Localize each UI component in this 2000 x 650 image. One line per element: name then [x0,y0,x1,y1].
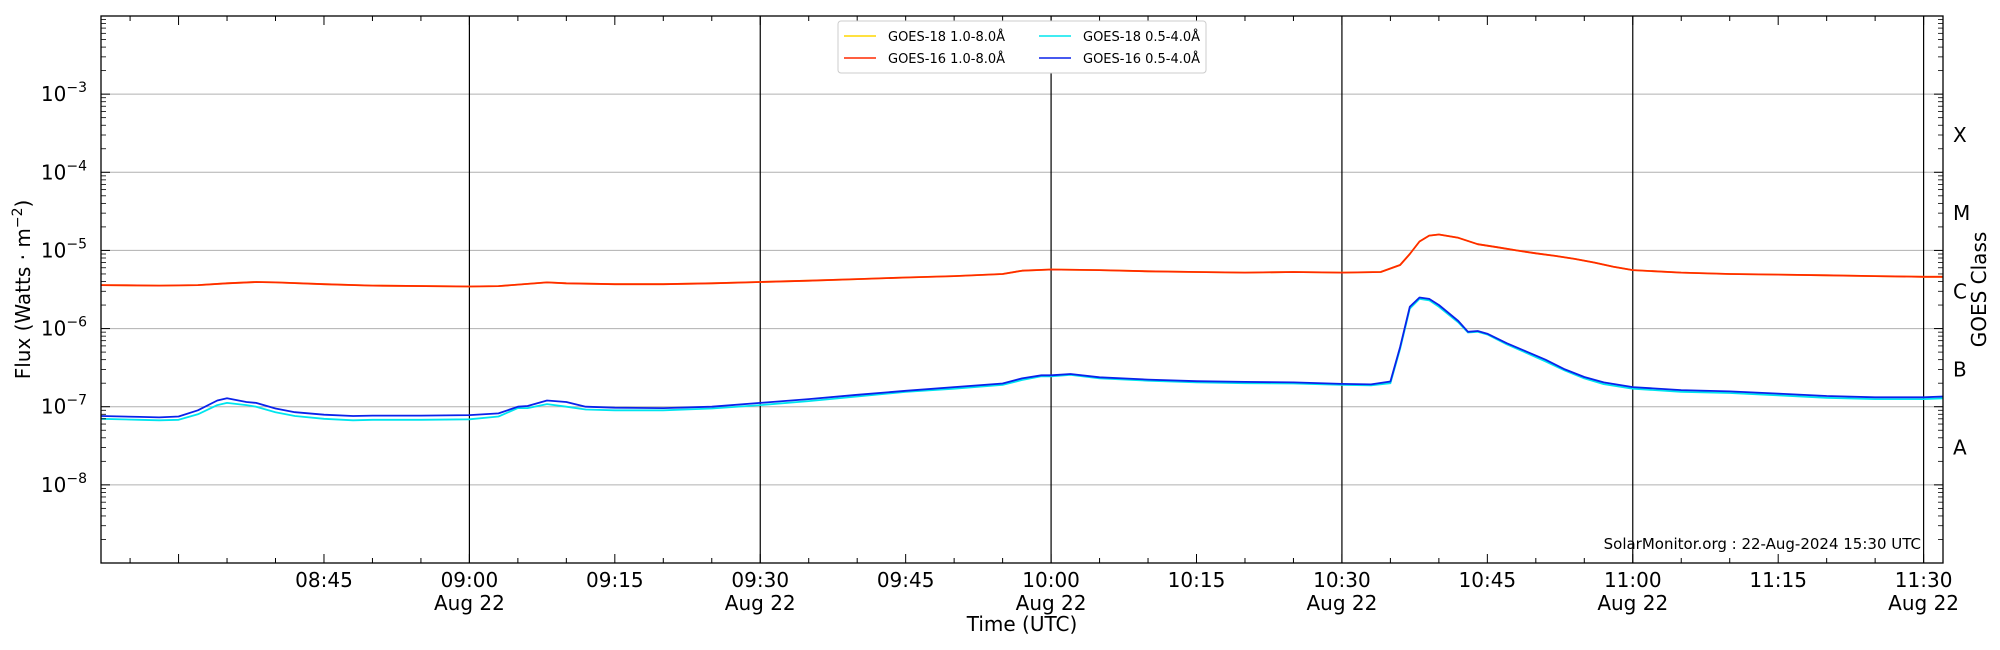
x-tick-label: 10:30 [1313,568,1371,592]
goes-class-label: X [1953,123,1967,147]
legend-label: GOES-18 0.5-4.0Å [1083,29,1200,45]
y-tick-label: 10−5 [41,236,87,262]
x-tick-date-label: Aug 22 [725,591,796,615]
x-tick-date-label: Aug 22 [434,591,505,615]
goes-class-axis-label: GOES Class [1967,232,1991,348]
x-tick-date-label: Aug 22 [1888,591,1959,615]
x-tick-label: 09:45 [877,568,935,592]
legend-label: GOES-16 0.5-4.0Å [1083,51,1200,67]
x-tick-label: 10:15 [1168,568,1226,592]
x-tick-label: 09:15 [586,568,644,592]
legend-label: GOES-16 1.0-8.0Å [888,51,1005,67]
series-line-3 [100,297,1944,422]
series-line-2 [100,233,1943,288]
credit-text: SolarMonitor.org : 22-Aug-2024 15:30 UTC [1604,535,1921,553]
y-tick-label: 10−6 [41,315,87,341]
x-tick-label: 10:45 [1459,568,1517,592]
goes-class-label: B [1953,357,1967,381]
x-tick-label: 09:30 [731,568,789,592]
y-tick-label: 10−7 [41,393,87,419]
x-tick-label: 08:45 [295,568,353,592]
x-tick-label: 09:00 [441,568,499,592]
vertical-lines [468,16,1925,563]
legend-box [837,20,1207,74]
x-tick-date-label: Aug 22 [1597,591,1668,615]
y-tick-label: 10−3 [41,80,87,106]
x-tick-date-label: Aug 22 [1016,591,1087,615]
goes-class-label: C [1953,279,1967,303]
goes-class-label: M [1953,201,1970,225]
series-layer [100,233,1944,422]
legend-label: GOES-18 1.0-8.0Å [888,29,1005,45]
x-axis-label: Time (UTC) [966,612,1078,636]
series-line-4 [100,296,1944,419]
plot-frame [100,15,1944,564]
x-tick-label: 11:15 [1749,568,1807,592]
x-tick-date-label: Aug 22 [1306,591,1377,615]
x-tick-label: 11:30 [1895,568,1953,592]
goes-class-label: A [1953,436,1967,460]
y-axis-label: Flux (Watts · m−2) [10,200,35,380]
legend: GOES-18 1.0-8.0Å GOES-16 1.0-8.0Å GOES-18 … [837,20,1207,74]
x-tick-label: 10:00 [1022,568,1080,592]
y-ticks: 10−8 10−7 10−6 10−5 10−4 10−3 [41,15,1943,564]
x-tick-label: 11:00 [1604,568,1662,592]
goes-class-labels: A B C M X [1953,123,1970,460]
y-tick-label: 10−8 [41,471,87,497]
y-tick-label: 10−4 [41,158,87,184]
